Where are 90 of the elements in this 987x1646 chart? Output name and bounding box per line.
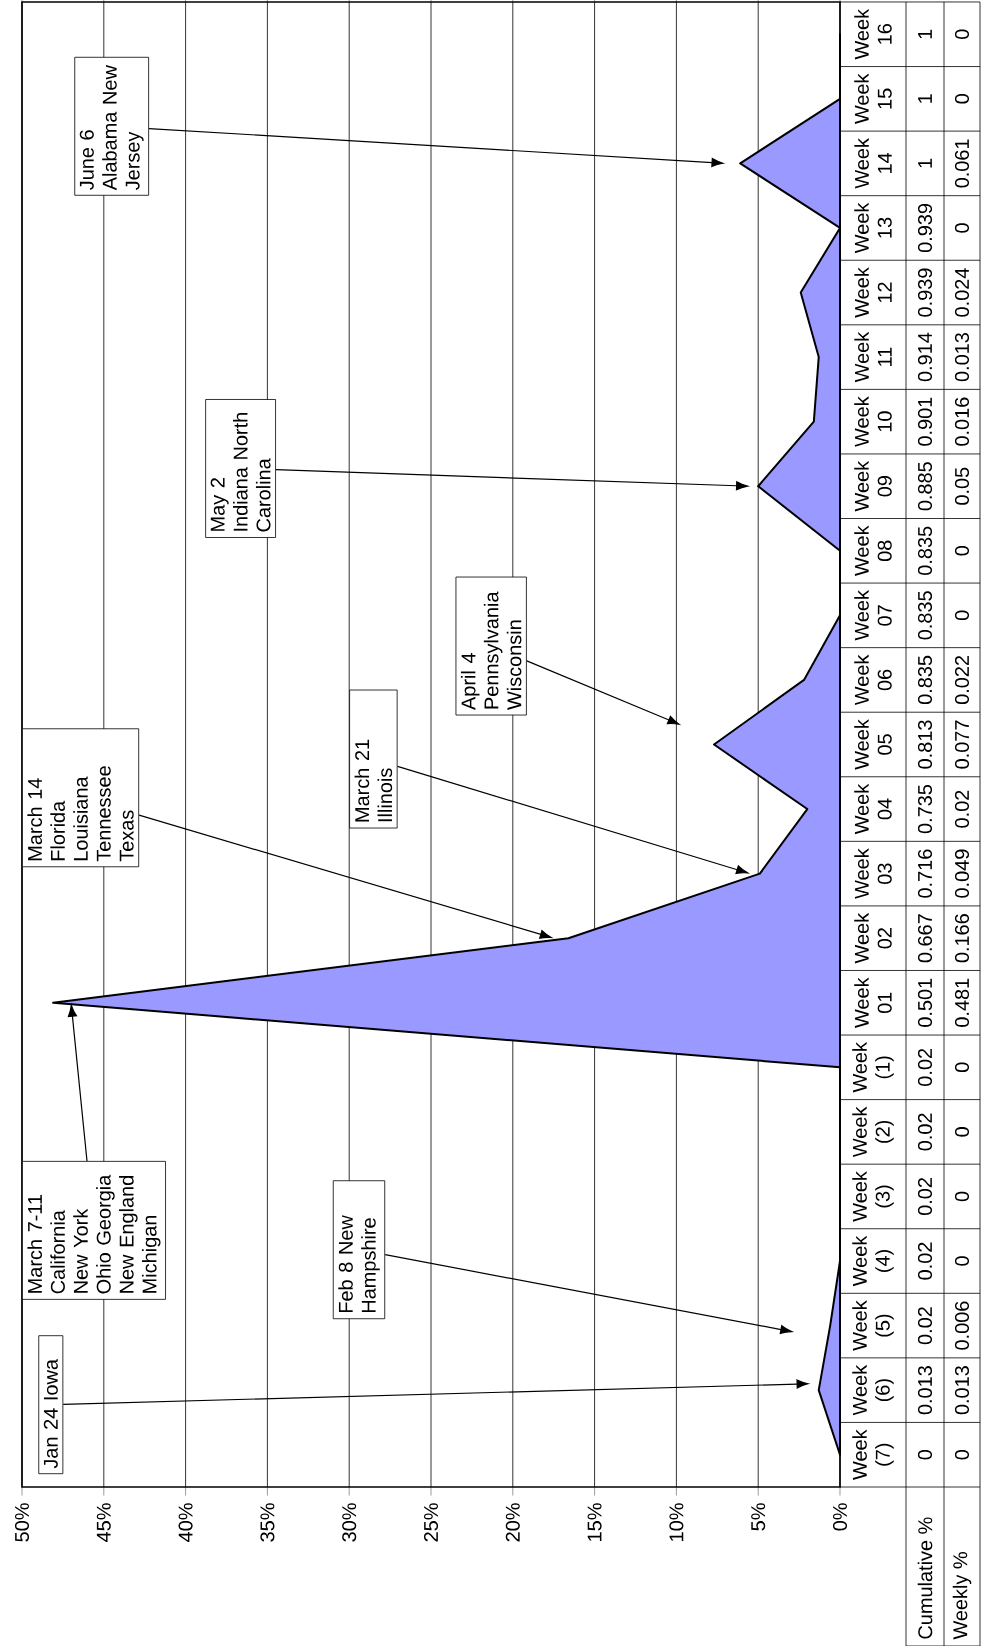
y-tick-label: Week (2) (852, 1106, 894, 1158)
annotation: March 7-11 California New York Ohio Georgia New England Michigan (27, 1174, 161, 1294)
annotation: June 6 Alabama New Jersey (79, 65, 144, 191)
data-label: 0.024 (954, 268, 970, 317)
annotation: May 2 Indiana North Carolina (210, 413, 271, 532)
text: 0 (917, 1449, 933, 1460)
x-tick-label: 35% (260, 1503, 275, 1542)
y-tick-label: Week (3) (852, 1171, 894, 1222)
text: 0.914 (917, 332, 933, 382)
x-tick-label: 25% (423, 1503, 439, 1542)
y-tick-label: Week 15 (854, 73, 892, 125)
text: Weekly % (952, 1552, 972, 1640)
text: 0.02 (917, 1242, 933, 1280)
x-tick-label: 30% (342, 1503, 357, 1542)
data-label: 0 (954, 610, 970, 621)
x-tick-label: 10% (669, 1503, 684, 1541)
text: 0.02 (917, 1048, 933, 1086)
x-tick-label: 50% (14, 1503, 30, 1542)
y-tick-label: Week 13 (854, 202, 892, 254)
annotation: Feb 8 New Hampshire (338, 1215, 380, 1313)
x-tick-label: 0% (832, 1503, 848, 1531)
data-label: 0.016 (954, 397, 970, 446)
y-tick-label: Week 09 (854, 460, 892, 512)
y-tick-label: Week (4) (852, 1235, 894, 1287)
text: 1 (918, 94, 932, 103)
text: 0.013 (917, 1366, 933, 1415)
data-label: 0.013 (954, 333, 970, 382)
text: 0.939 (917, 203, 933, 253)
annotation: April 4 Pennsylvania Wisconsin (460, 591, 522, 711)
data-label: 0 (954, 1062, 970, 1073)
text: 1 (918, 158, 932, 168)
y-tick-label: Week 08 (854, 525, 892, 576)
text: 0.735 (917, 784, 933, 834)
y-tick-label: Week 03 (854, 848, 892, 899)
data-label: 0 (954, 29, 970, 40)
text: Cumulative % (917, 1517, 933, 1639)
y-tick-label: Week 04 (854, 783, 892, 835)
data-label: 0.02 (954, 790, 970, 828)
data-label: 0 (954, 1449, 970, 1460)
text: 1 (918, 29, 932, 39)
y-tick-label: Week 02 (854, 912, 892, 964)
data-label: 0.077 (954, 720, 970, 769)
y-tick-label: Week 16 (854, 8, 892, 60)
text: 0.835 (917, 591, 933, 640)
text: 0.813 (917, 720, 933, 769)
y-tick-label: Week (7) (852, 1429, 894, 1480)
data-label: 0.481 (954, 978, 970, 1027)
data-label: 0.022 (954, 655, 970, 705)
data-label: 0.061 (954, 139, 970, 188)
data-label: 0.05 (954, 467, 970, 505)
y-tick-label: Week 11 (854, 331, 892, 383)
text: 0.02 (917, 1178, 933, 1216)
x-tick-label: 20% (505, 1503, 520, 1542)
y-tick-label: Week (5) (852, 1300, 894, 1351)
data-label: 0.006 (954, 1301, 970, 1350)
annotation: Jan 24 Iowa (43, 1359, 58, 1469)
data-label: 0 (954, 1256, 970, 1266)
data-label: 0 (954, 1191, 970, 1202)
y-tick-label: Week (6) (852, 1364, 894, 1416)
y-tick-label: Week 05 (854, 719, 892, 770)
y-tick-label: Week 01 (854, 977, 892, 1028)
annotation: March 14 Florida Louisiana Tennessee Texas (27, 766, 134, 862)
text: 0.835 (917, 655, 933, 705)
text: 0.716 (917, 849, 933, 898)
text: 0.939 (917, 268, 933, 317)
text: 0.885 (917, 462, 933, 511)
y-tick-label: Week 10 (854, 396, 892, 447)
y-tick-label: Week 07 (854, 590, 892, 641)
data-label: 0.013 (954, 1366, 970, 1415)
x-tick-label: 5% (751, 1503, 766, 1531)
data-label: 0.049 (954, 849, 970, 898)
x-tick-label: 15% (587, 1503, 602, 1541)
x-tick-label: 40% (178, 1503, 193, 1542)
text: 0.667 (917, 914, 933, 963)
data-label: 0 (954, 223, 970, 233)
text: 0.901 (917, 397, 933, 446)
data-label: 0.166 (954, 914, 970, 963)
x-tick-label: 45% (96, 1503, 111, 1542)
data-label: 0 (954, 1127, 970, 1137)
text: 0.501 (917, 978, 933, 1027)
y-tick-label: Week 14 (854, 138, 892, 189)
data-label: 0 (954, 94, 970, 104)
annotation: March 21 Illinois (354, 739, 393, 822)
y-tick-label: Week 06 (854, 654, 892, 706)
y-tick-label: Week 12 (854, 267, 892, 318)
text: 0.835 (917, 526, 933, 575)
text: 0.02 (917, 1113, 933, 1151)
data-label: 0 (954, 546, 970, 556)
text: 0.02 (917, 1307, 933, 1345)
y-tick-label: Week (1) (852, 1042, 894, 1093)
